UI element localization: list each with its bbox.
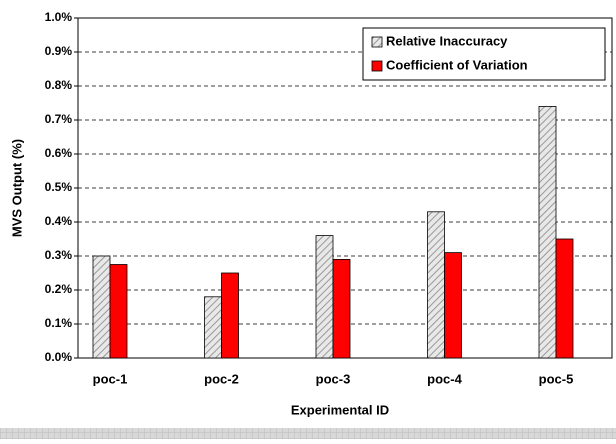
y-tick-label: 0.9% <box>45 44 73 58</box>
legend-swatch <box>371 60 383 72</box>
bar <box>315 235 334 359</box>
legend-label: Relative Inaccuracy <box>386 33 508 48</box>
bar <box>555 238 574 359</box>
x-tick-label: poc-1 <box>93 371 128 386</box>
y-tick-label: 0.8% <box>45 78 73 92</box>
x-tick-label: poc-3 <box>316 371 351 386</box>
x-axis-label: Experimental ID <box>291 402 389 417</box>
y-tick-label: 0.1% <box>45 316 73 330</box>
y-tick-label: 0.2% <box>45 282 73 296</box>
bar <box>538 106 557 359</box>
y-tick-label: 0.7% <box>45 112 73 126</box>
y-tick-label: 1.0% <box>45 10 73 24</box>
y-tick-label: 0.3% <box>45 248 73 262</box>
legend-label: Coefficient of Variation <box>386 57 528 72</box>
bar <box>427 211 445 359</box>
y-tick-label: 0.5% <box>45 180 73 194</box>
y-tick-label: 0.6% <box>45 146 73 160</box>
x-tick-label: poc-4 <box>427 371 462 386</box>
bar <box>92 255 111 359</box>
bar <box>204 296 222 359</box>
y-axis-label: MVS Output (%) <box>9 139 24 237</box>
legend-swatch <box>371 36 383 48</box>
legend-box <box>362 27 606 81</box>
y-tick-label: 0.4% <box>45 214 73 228</box>
bottom-strip <box>0 428 616 439</box>
y-tick-label: 0.0% <box>45 350 73 364</box>
bar <box>109 264 128 359</box>
x-tick-label: poc-5 <box>539 371 574 386</box>
bar <box>332 258 351 359</box>
bar <box>221 272 239 359</box>
x-tick-label: poc-2 <box>204 371 239 386</box>
bar <box>444 252 462 359</box>
